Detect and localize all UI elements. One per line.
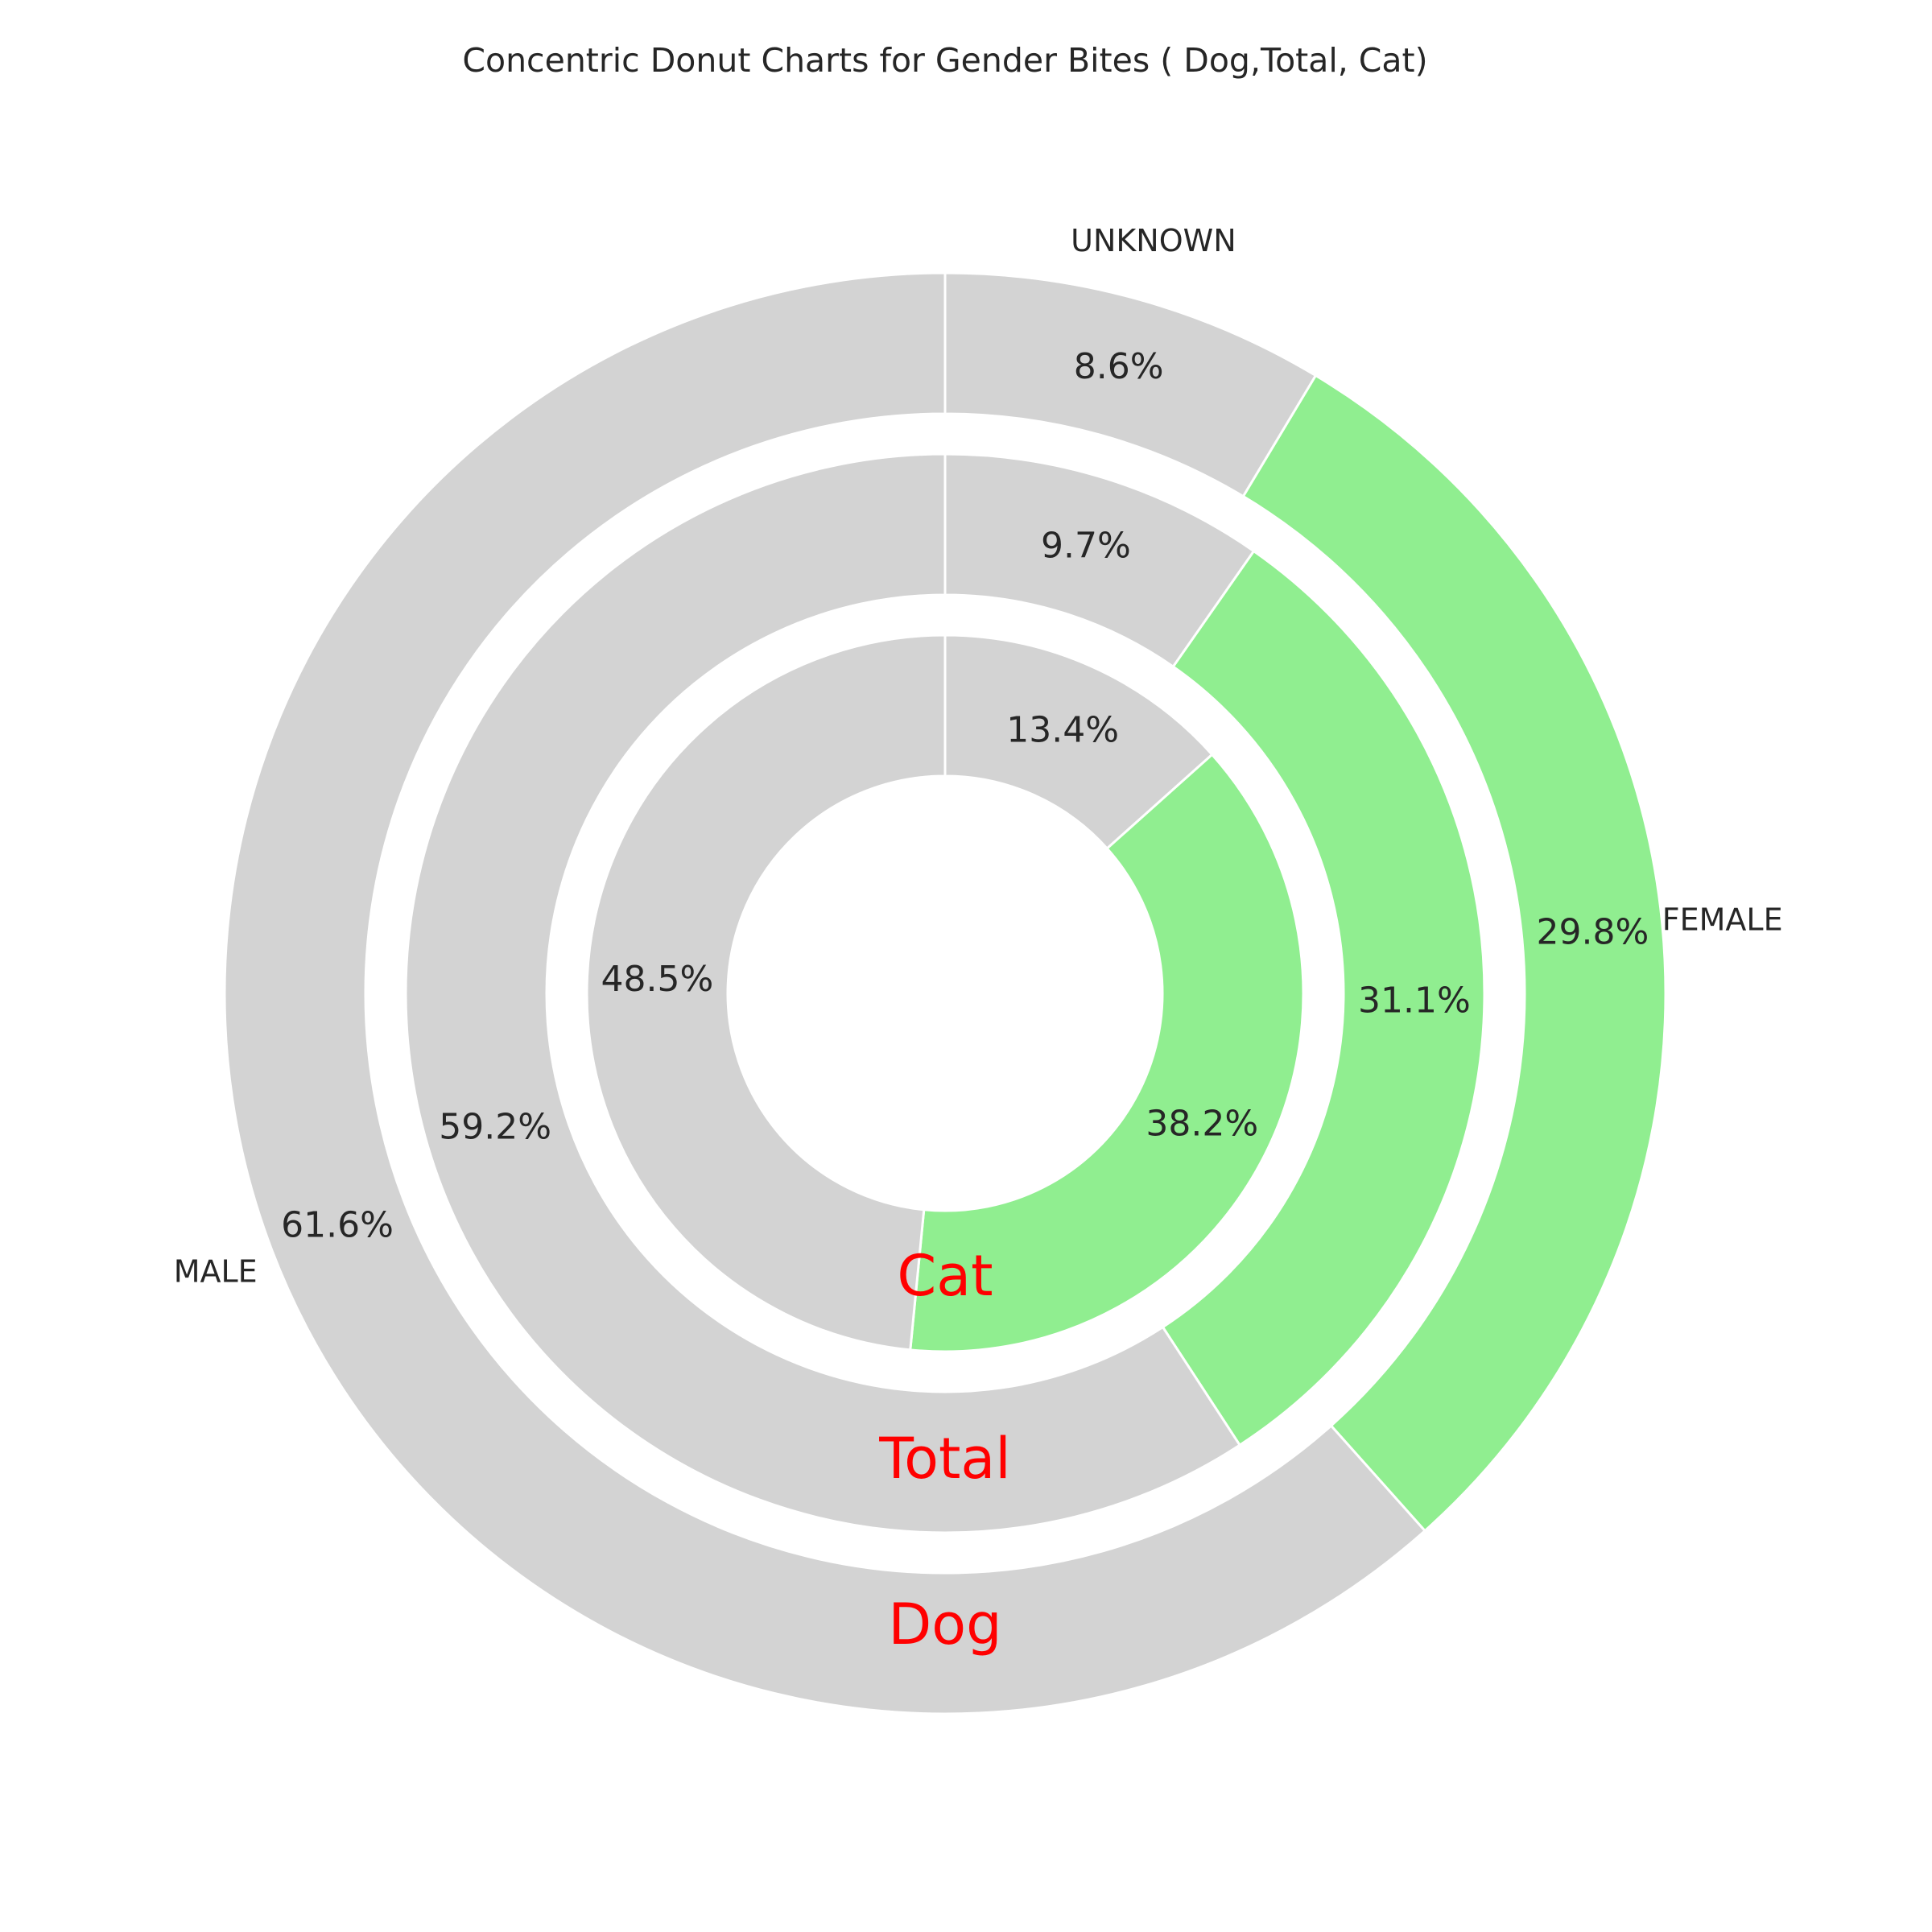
chart-title: Concentric Donut Charts for Gender Bites… xyxy=(462,41,1427,80)
slice-dog-female xyxy=(1241,374,1667,1533)
slice-total-male xyxy=(404,452,1242,1534)
slice-cat-unknown xyxy=(943,634,1214,851)
ring-name-cat: Cat xyxy=(897,1243,993,1309)
pct-label-total-male: 59.2% xyxy=(439,1107,551,1148)
category-labels: UNKNOWN FEMALE MALE xyxy=(174,223,1783,1290)
ring-names: Dog Total Cat xyxy=(878,1243,1010,1657)
pct-label-cat-male: 48.5% xyxy=(601,959,714,1000)
ring-cat: 13.4% 38.2% 48.5% xyxy=(585,634,1305,1353)
pct-label-cat-female: 38.2% xyxy=(1146,1103,1258,1144)
slice-total-female xyxy=(1161,549,1486,1447)
ring-name-total: Total xyxy=(878,1426,1010,1492)
pct-label-dog-female: 29.8% xyxy=(1537,911,1649,952)
pct-label-total-female: 31.1% xyxy=(1358,980,1471,1022)
slice-cat-female xyxy=(909,753,1305,1353)
pct-label-cat-unknown: 13.4% xyxy=(1006,710,1119,751)
slice-dog-male xyxy=(223,271,1427,1715)
ring-total: 9.7% 31.1% 59.2% xyxy=(404,452,1486,1534)
ring-dog: 8.6% 29.8% 61.6% xyxy=(223,271,1667,1715)
ring-name-dog: Dog xyxy=(888,1591,1001,1657)
pct-label-total-unknown: 9.7% xyxy=(1041,525,1131,566)
slice-cat-male xyxy=(585,634,947,1352)
category-label-female: FEMALE xyxy=(1662,902,1783,938)
pct-label-dog-unknown: 8.6% xyxy=(1074,346,1164,387)
category-label-male: MALE xyxy=(174,1254,258,1290)
category-label-unknown: UNKNOWN xyxy=(1071,223,1236,258)
donut-rings: 8.6% 29.8% 61.6% 9.7% 31.1% 59.2% 13.4% 38.2% 48… xyxy=(223,271,1667,1715)
pct-label-dog-male: 61.6% xyxy=(281,1204,394,1245)
